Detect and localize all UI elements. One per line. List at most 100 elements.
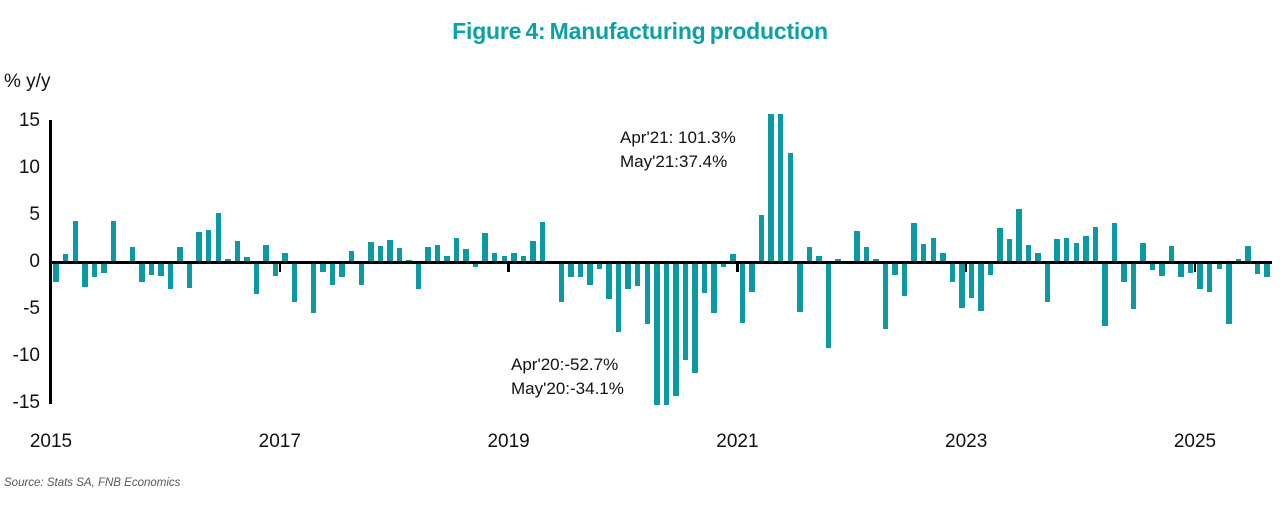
bar-2017-10: [368, 242, 374, 262]
bar-2024-03: [1102, 262, 1108, 326]
bar-2019-03: [530, 241, 536, 262]
x-tick-mark-2025: [1193, 262, 1197, 272]
bar-2022-09: [930, 237, 936, 262]
bar-2019-02: [520, 256, 527, 262]
bar-2019-10: [596, 262, 603, 269]
x-tick-label-2015: 2015: [29, 431, 73, 452]
x-tick-mark-2023: [964, 262, 968, 272]
bar-2022-06: [901, 262, 908, 296]
bar-2018-07: [453, 237, 460, 262]
bar-2025-02: [1206, 262, 1213, 293]
bar-2023-08: [1035, 252, 1041, 262]
x-tick-mark-2019: [507, 262, 510, 272]
bar-2021-07: [797, 262, 803, 312]
bar-2020-12: [730, 253, 736, 262]
bar-2020-06: [673, 262, 679, 397]
bar-2020-03: [644, 262, 650, 325]
bar-2021-05: [777, 113, 784, 262]
bar-2016-12: [272, 262, 279, 277]
x-tick-label-2023: 2023: [945, 431, 988, 452]
bar-2020-01: [625, 262, 631, 290]
bar-2022-07: [911, 223, 917, 262]
bar-2016-10: [253, 262, 260, 294]
bar-2025-03: [1216, 262, 1222, 269]
bar-2025-07: [1254, 262, 1261, 275]
annotation-line: May'21:37.4%: [620, 152, 728, 171]
bar-2020-07: [682, 262, 689, 360]
bar-2020-10: [711, 262, 717, 313]
bar-2019-12: [615, 262, 622, 332]
bar-2016-02: [177, 246, 183, 262]
bar-2021-09: [816, 256, 822, 262]
bar-2023-12: [1073, 243, 1079, 262]
bar-2018-12: [501, 256, 507, 262]
bar-2015-07: [110, 220, 117, 262]
bar-2015-02: [62, 253, 69, 262]
bar-2018-06: [444, 256, 450, 262]
bar-2018-10: [482, 232, 488, 262]
zero-baseline: [48, 260, 1272, 264]
y-tick-label-5: 5: [29, 204, 40, 225]
bar-2024-01: [1083, 235, 1089, 262]
bar-2022-04: [882, 262, 889, 329]
bar-2022-01: [854, 230, 860, 262]
bar-2021-03: [758, 215, 765, 262]
bar-2019-09: [587, 262, 593, 285]
bar-2023-09: [1044, 262, 1051, 303]
bar-2023-11: [1063, 237, 1070, 262]
bar-2023-04: [997, 228, 1003, 262]
bar-2022-08: [920, 244, 927, 262]
bar-2021-10: [825, 262, 832, 349]
y-tick-label-15: 15: [18, 110, 40, 131]
bar-2020-04: [654, 262, 660, 405]
bar-2024-02: [1092, 227, 1099, 262]
bar-2017-02: [291, 262, 298, 303]
bar-2019-04: [539, 221, 546, 262]
bar-2024-04: [1111, 223, 1118, 262]
bar-2016-01: [167, 262, 174, 290]
bar-2016-06: [215, 213, 222, 262]
bar-2021-01: [739, 262, 746, 324]
annotation-line: Apr'20:-52.7%: [511, 355, 619, 374]
bar-2022-12: [959, 262, 965, 309]
bar-2021-04: [768, 113, 774, 262]
bar-2016-03: [186, 262, 193, 289]
bar-2024-06: [1130, 262, 1137, 309]
bar-2015-05: [91, 262, 98, 278]
bar-2018-09: [472, 262, 479, 267]
bar-2015-11: [148, 262, 155, 276]
bar-2024-12: [1187, 262, 1194, 274]
bar-2015-04: [82, 262, 88, 288]
bar-2016-04: [196, 231, 202, 262]
x-tick-label-2017: 2017: [258, 431, 301, 452]
bar-2017-06: [329, 262, 336, 285]
bar-2015-09: [129, 246, 136, 262]
bar-2023-01: [968, 262, 975, 298]
annotation-line: Apr'21: 101.3%: [620, 128, 736, 147]
x-tick-label-2019: 2019: [487, 431, 530, 452]
y-tick-label-10: 10: [18, 157, 40, 178]
bar-2025-01: [1197, 262, 1203, 290]
bar-2023-07: [1025, 245, 1032, 262]
bar-2016-05: [205, 230, 212, 262]
bar-2017-04: [310, 262, 317, 313]
bar-2016-08: [234, 241, 241, 262]
bar-2020-02: [634, 262, 641, 286]
bar-2024-05: [1121, 262, 1127, 282]
bar-2023-10: [1054, 238, 1060, 262]
bar-2024-11: [1178, 262, 1184, 278]
x-tick-mark-2015: [49, 262, 53, 272]
y-tick-label--10: -10: [12, 345, 40, 366]
bar-2021-08: [806, 246, 813, 262]
bar-2023-06: [1016, 209, 1022, 262]
bar-2022-02: [863, 246, 870, 262]
bar-2017-05: [320, 262, 326, 273]
bar-2018-03: [415, 262, 422, 290]
bar-2017-12: [387, 240, 393, 262]
bar-2019-08: [577, 262, 584, 278]
bar-2022-11: [949, 262, 956, 282]
bar-2017-11: [377, 246, 384, 262]
bar-2019-11: [606, 262, 612, 299]
annotation-2020-crash: Apr'20:-52.7% May'20:-34.1%: [511, 353, 624, 401]
y-tick-label--5: -5: [23, 298, 40, 319]
